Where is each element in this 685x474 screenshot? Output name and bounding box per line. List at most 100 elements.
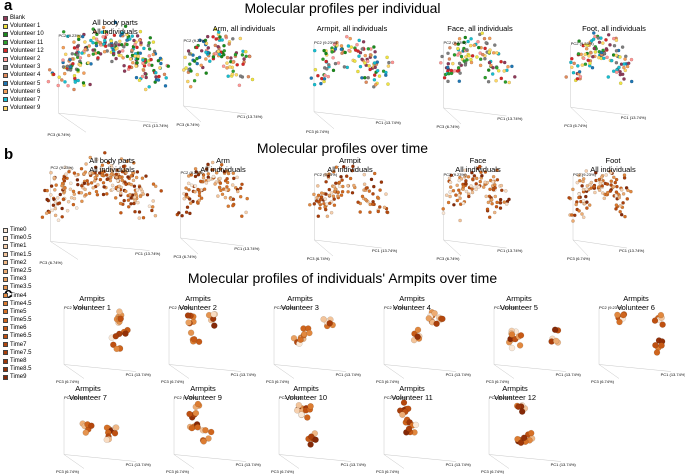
legend-time: Time0 Time0.5 Time1 Time1.5 Time2 Time2.5 Time… (3, 226, 31, 382)
axis-label-pc3: PC3 (6.74%) (436, 124, 460, 129)
data-point (372, 85, 376, 89)
data-point (517, 332, 525, 339)
data-point (117, 184, 122, 189)
plot-title-line: Volunteer 9 (184, 393, 222, 402)
axis-label-pc1: PC1 (13.74%) (143, 122, 169, 128)
data-point (412, 421, 420, 429)
data-point (498, 201, 503, 205)
data-point (653, 349, 661, 356)
data-point (198, 179, 203, 184)
plot-axes (183, 42, 247, 123)
data-point (614, 70, 619, 74)
data-point (192, 59, 197, 63)
data-point (145, 193, 150, 197)
data-point (605, 182, 610, 186)
legend-label: Time9 (10, 374, 27, 381)
data-point (204, 50, 208, 54)
data-point (199, 196, 204, 200)
plot-title-line: Armpit (339, 156, 361, 165)
axis-label-pc2: PC2 (9.23%) (174, 395, 197, 400)
data-point (606, 75, 611, 79)
data-point (612, 175, 616, 180)
axis-label-pc2: PC2 (9.23%) (384, 305, 407, 310)
legend-label: Time8 (10, 358, 27, 364)
data-point (230, 72, 235, 77)
data-point (587, 203, 592, 207)
legend-swatch (3, 64, 8, 70)
legend-swatch (3, 105, 8, 111)
data-point (211, 168, 215, 172)
data-point (571, 187, 575, 192)
data-point (578, 74, 583, 79)
data-point (194, 400, 202, 408)
data-point (200, 438, 207, 445)
data-point (331, 56, 335, 60)
data-point (231, 203, 235, 208)
data-point (614, 193, 618, 198)
data-point (89, 181, 94, 185)
data-point (449, 68, 454, 73)
data-point (125, 38, 129, 42)
point-cloud (439, 31, 517, 85)
data-point (399, 411, 406, 418)
data-point (88, 82, 92, 87)
data-point (245, 196, 249, 201)
data-point (101, 192, 106, 197)
data-point (339, 193, 344, 197)
data-point (186, 181, 191, 186)
data-point (377, 74, 382, 78)
data-point (414, 326, 422, 334)
axis-label-pc3: PC3 (6.74%) (376, 378, 399, 384)
data-point (492, 210, 497, 215)
data-point (297, 336, 304, 343)
data-point (448, 185, 453, 189)
legend-label: Volunteer 4 (10, 72, 41, 79)
data-point (577, 173, 581, 178)
data-point (234, 73, 239, 77)
data-point (113, 196, 118, 200)
legend-item: Volunteer 1 (3, 22, 44, 30)
plot-axes (278, 398, 352, 469)
plot-axes (58, 37, 158, 133)
data-point (72, 196, 77, 201)
data-point (487, 36, 492, 41)
data-point (187, 329, 195, 336)
legend-swatch (3, 72, 8, 78)
data-point (585, 200, 589, 204)
data-point (204, 71, 208, 75)
data-point (487, 50, 491, 55)
data-point (61, 65, 66, 69)
data-point (240, 214, 244, 218)
data-point (580, 63, 585, 67)
point-cloud (182, 27, 255, 89)
data-point (136, 200, 140, 205)
data-point (336, 61, 341, 65)
data-point (448, 194, 452, 199)
data-point (187, 197, 192, 201)
point-cluster (186, 400, 215, 445)
data-point (206, 46, 211, 50)
data-point (503, 80, 508, 84)
data-point (110, 341, 117, 348)
data-point (363, 75, 367, 80)
data-point (227, 42, 231, 46)
data-point (629, 189, 633, 194)
data-point (102, 185, 106, 189)
data-point (304, 414, 311, 421)
data-point (495, 200, 499, 205)
legend-item: Time3 (3, 275, 31, 283)
data-point (61, 45, 66, 50)
data-point (575, 77, 580, 81)
data-point (366, 75, 370, 80)
data-point (187, 188, 191, 192)
data-point (122, 167, 127, 172)
data-point (88, 422, 95, 429)
data-point (238, 194, 243, 199)
data-point (471, 177, 475, 181)
axis-label-pc2: PC2 (9.23%) (489, 395, 512, 400)
data-point (186, 79, 190, 84)
data-point (177, 211, 181, 215)
legend-item: Time6.5 (3, 332, 31, 340)
data-point (474, 187, 478, 192)
data-point (96, 56, 100, 60)
